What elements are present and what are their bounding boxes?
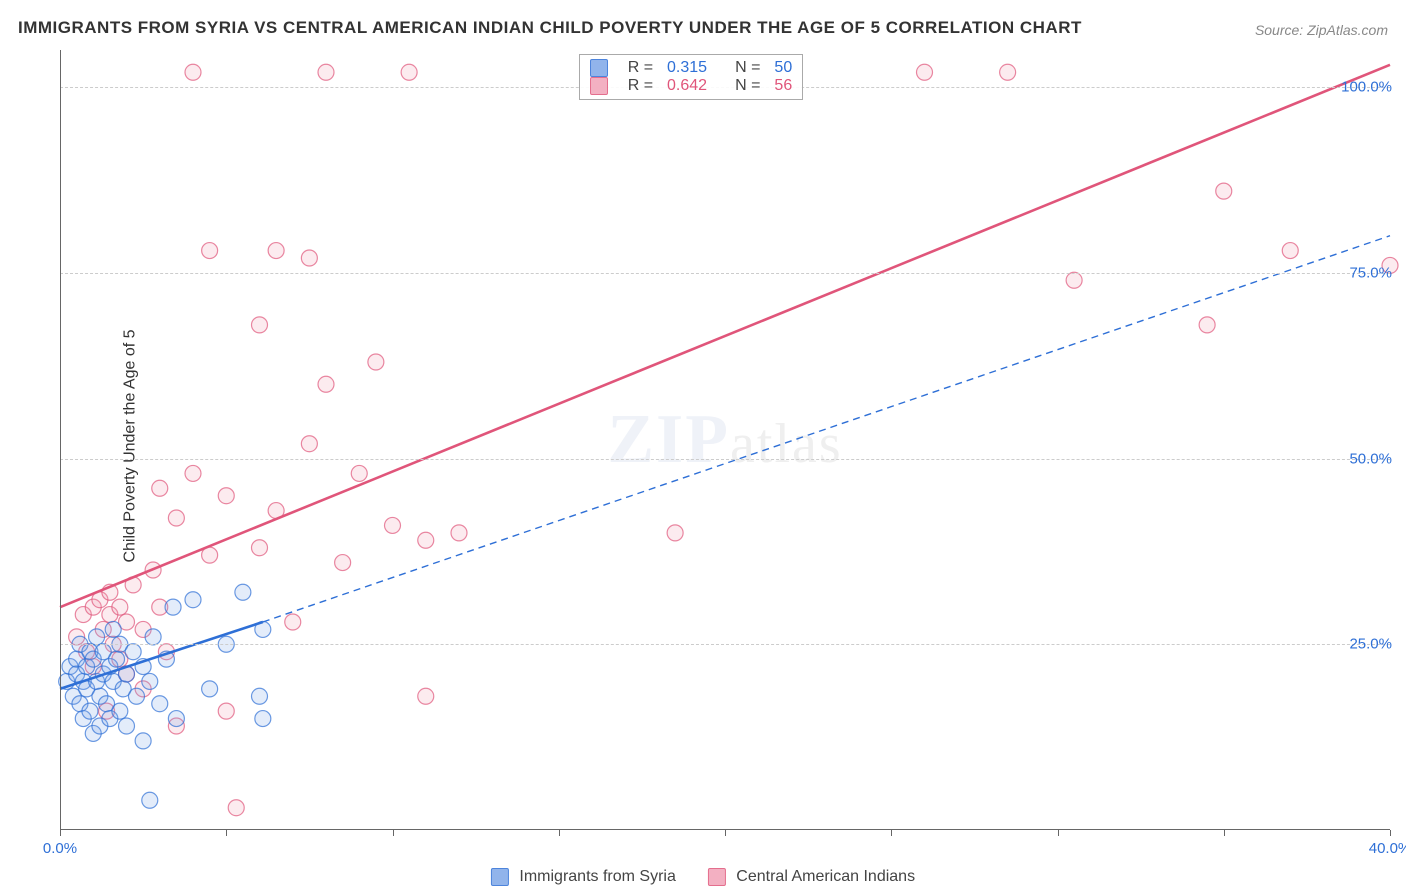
y-tick-label: 75.0% [1349,264,1392,281]
legend-swatch-syria [590,59,608,77]
legend-item-cai: Central American Indians [708,868,915,886]
y-tick-label: 50.0% [1349,450,1392,467]
r-value-syria: 0.315 [667,59,707,77]
chart-svg [60,50,1390,830]
y-axis [60,50,61,830]
y-tick-label: 100.0% [1341,79,1392,96]
legend-row-cai: R = 0.642 N = 56 [590,77,793,95]
x-tick-label-min: 0.0% [43,840,77,857]
source-attribution: Source: ZipAtlas.com [1255,22,1388,38]
legend-swatch-cai [708,868,726,886]
r-label: R = [628,77,653,95]
n-value-syria: 50 [774,59,792,77]
legend-row-syria: R = 0.315 N = 50 [590,59,793,77]
legend-label-cai: Central American Indians [736,868,915,885]
correlation-legend: R = 0.315 N = 50 R = 0.642 N = 56 [579,54,804,100]
legend-swatch-cai [590,77,608,95]
r-label: R = [628,59,653,77]
x-tick-label-max: 40.0% [1369,840,1406,857]
n-label: N = [735,59,760,77]
legend-swatch-syria [491,868,509,886]
y-tick-label: 25.0% [1349,636,1392,653]
page-title: IMMIGRANTS FROM SYRIA VS CENTRAL AMERICA… [18,18,1082,38]
series-legend: Immigrants from Syria Central American I… [491,868,915,886]
r-value-cai: 0.642 [667,77,707,95]
n-value-cai: 56 [774,77,792,95]
legend-item-syria: Immigrants from Syria [491,868,676,886]
chart-plot-area: ZIPatlas R = 0.315 N = 50 R = 0.642 N = … [60,50,1390,830]
n-label: N = [735,77,760,95]
legend-label-syria: Immigrants from Syria [519,868,675,885]
